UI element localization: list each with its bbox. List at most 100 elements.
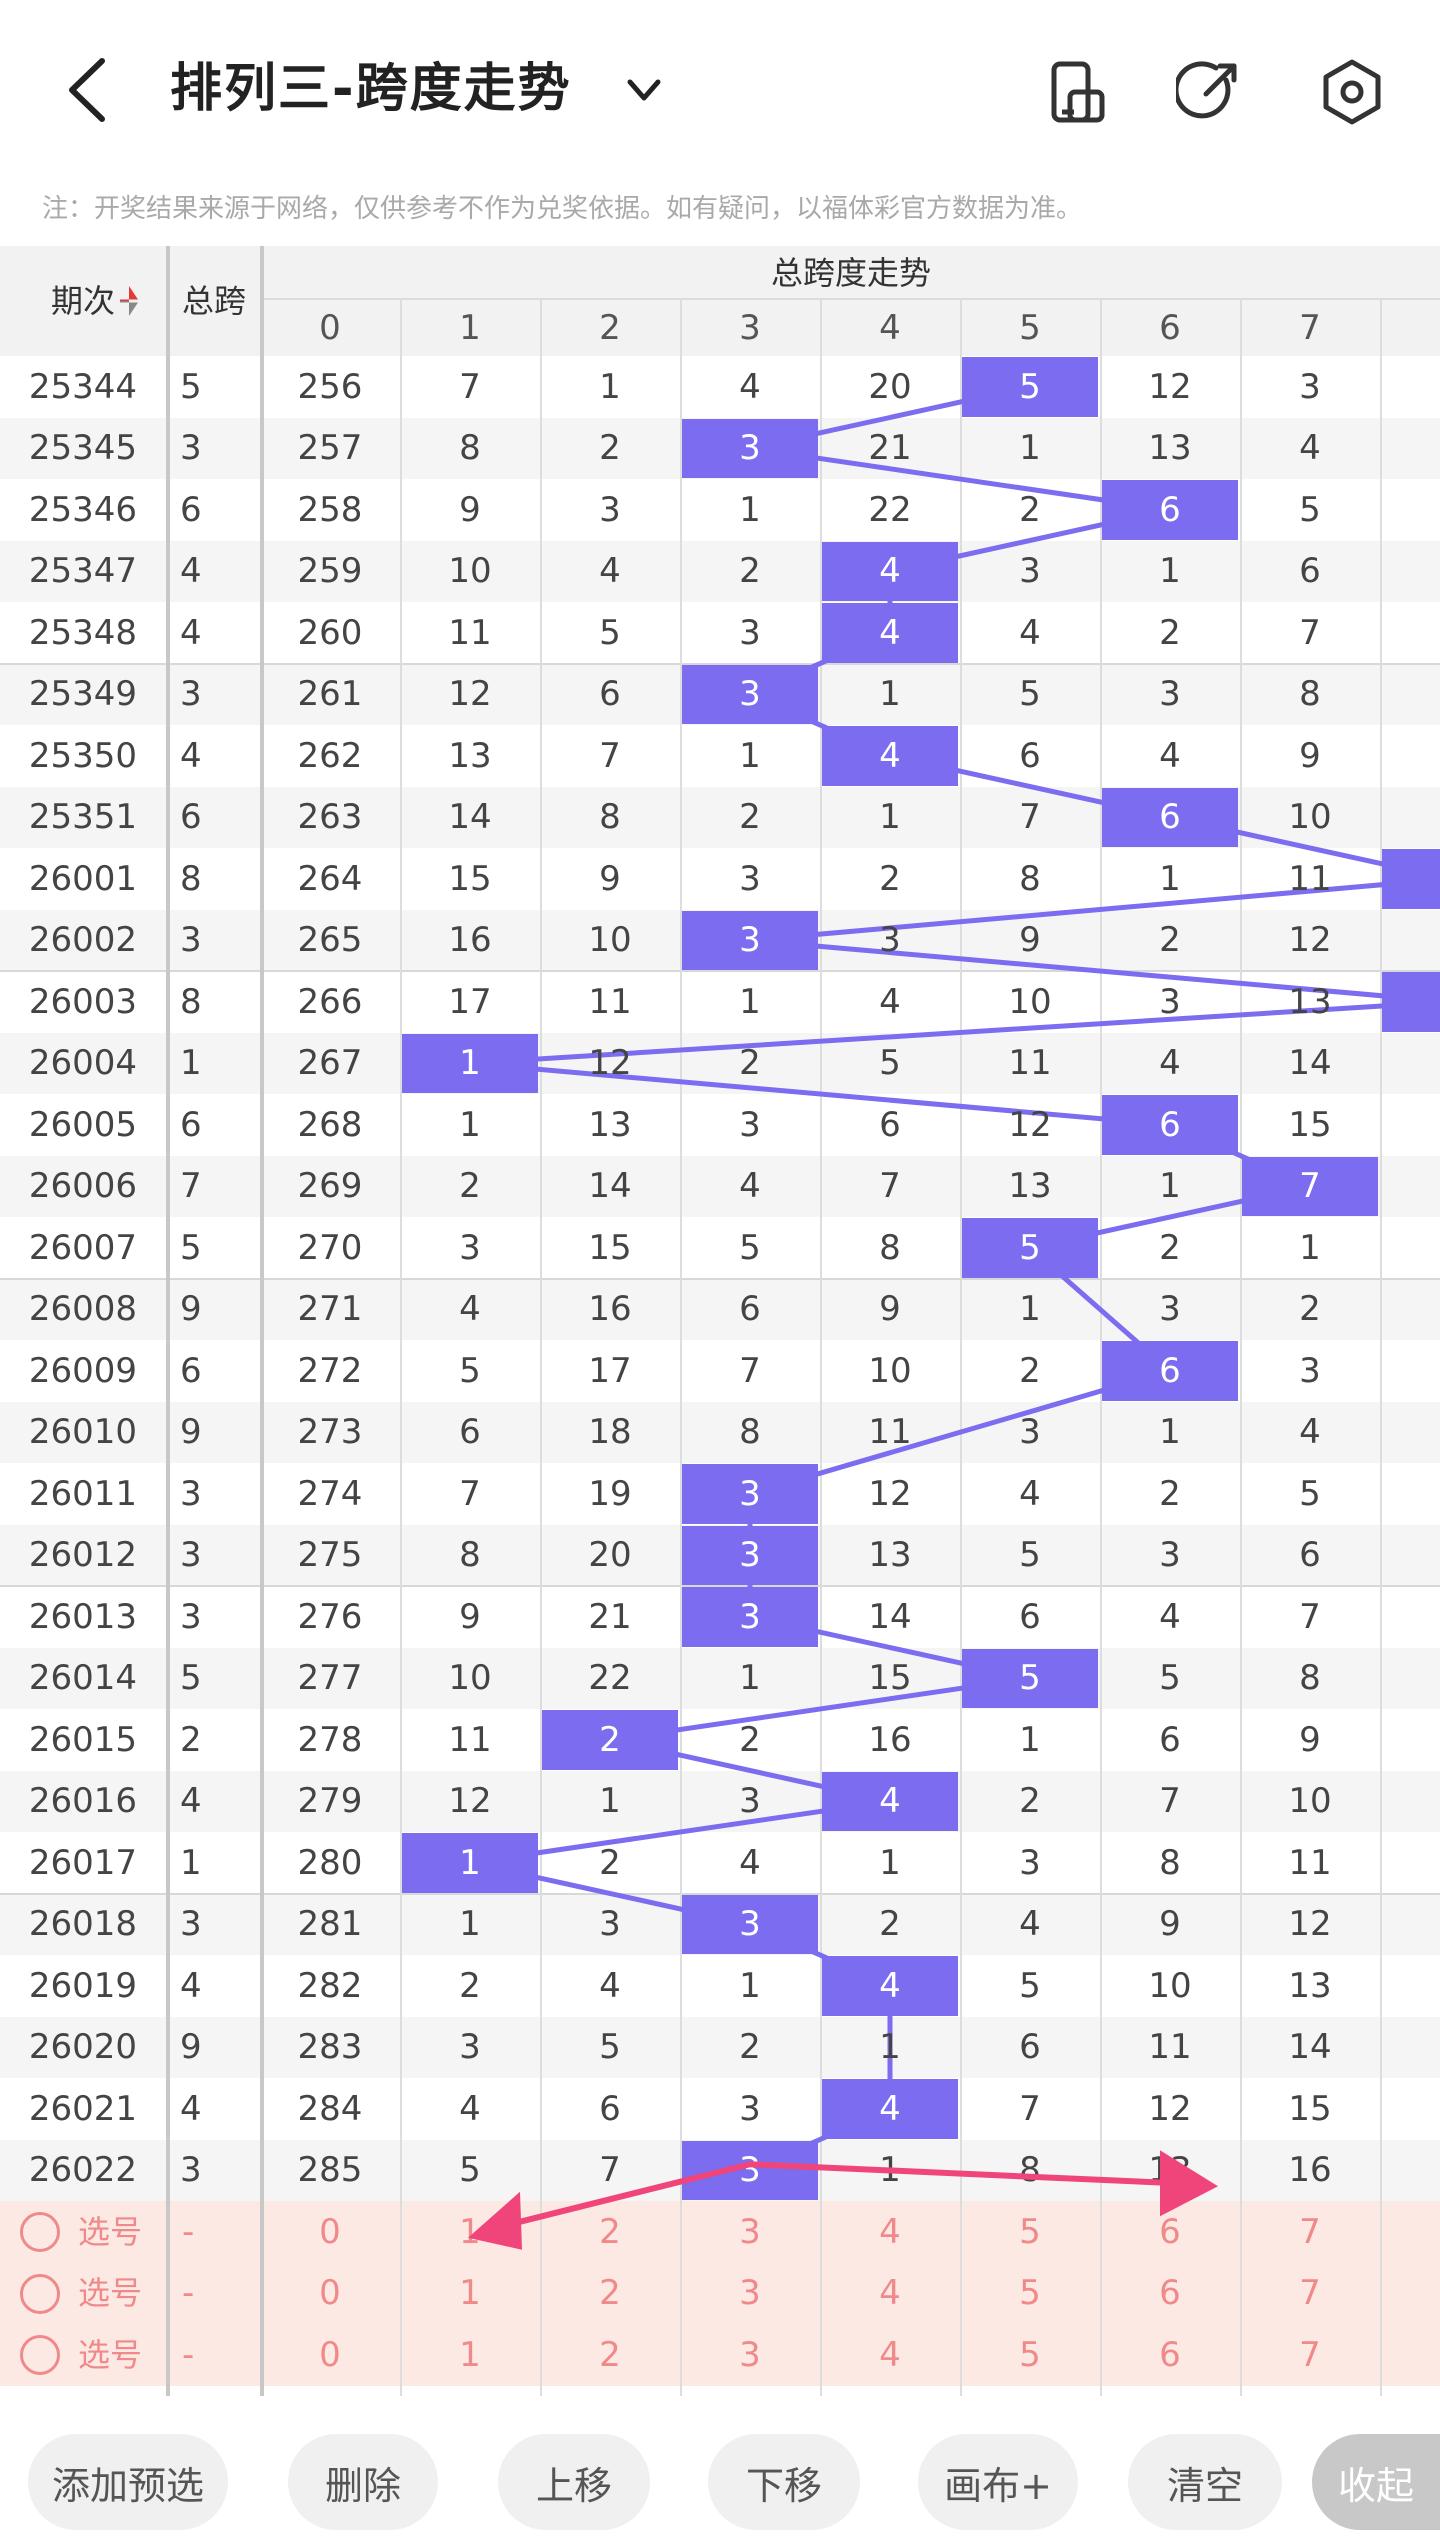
preselect-number[interactable]: 2 (599, 2211, 621, 2252)
span-cell: 2 (599, 1842, 621, 1883)
period-cell[interactable]: 26017 (28, 1842, 138, 1883)
period-cell[interactable]: 26009 (28, 1350, 138, 1391)
preselect-number[interactable]: 6 (1159, 2211, 1181, 2252)
preselect-number[interactable]: 1 (459, 2334, 481, 2375)
period-cell[interactable]: 26011 (28, 1473, 138, 1514)
period-cell[interactable]: 26002 (28, 920, 138, 961)
period-cell[interactable]: 26005 (28, 1104, 138, 1145)
span-cell: 7 (1019, 797, 1041, 838)
preselect-number[interactable]: 4 (879, 2211, 901, 2252)
period-cell[interactable]: 26008 (28, 1289, 138, 1330)
column-divider (1380, 300, 1382, 2396)
span-cell: 5 (1159, 1658, 1181, 1699)
period-cell[interactable]: 26016 (28, 1781, 138, 1822)
period-cell[interactable]: 26013 (28, 1596, 138, 1637)
period-cell[interactable]: 26006 (28, 1166, 138, 1207)
preselect-number[interactable]: 7 (1299, 2334, 1321, 2375)
canvas-plus-button[interactable]: 画布+ (918, 2434, 1078, 2530)
preselect-number[interactable]: 7 (1299, 2211, 1321, 2252)
preselect-number[interactable]: 5 (1019, 2273, 1041, 2314)
move-up-button[interactable]: 上移 (498, 2434, 650, 2530)
span-cell: 282 (297, 1965, 363, 2006)
preselect-number[interactable]: 4 (879, 2273, 901, 2314)
preselect-number[interactable]: 6 (1159, 2273, 1181, 2314)
span-cell: 11 (1148, 2027, 1192, 2068)
preselect-number[interactable]: 3 (739, 2334, 761, 2375)
preselect-radio[interactable] (20, 2273, 60, 2314)
preselect-number[interactable]: 2 (599, 2273, 621, 2314)
preselect-number[interactable]: 4 (879, 2334, 901, 2375)
span-cell: 7 (879, 1166, 901, 1207)
span-cell: 281 (297, 1904, 363, 1945)
span-cell: 14 (588, 1166, 632, 1207)
total-span-cell: 4 (180, 1965, 202, 2006)
preselect-number[interactable]: 6 (1159, 2334, 1181, 2375)
preselect-number[interactable]: 7 (1299, 2273, 1321, 2314)
trend-table: 期次 总跨 总跨度走势 0 1 2 3 4 5 6 7 25344 5 256 7 1 4 20 5 12 3 25345… (0, 246, 1440, 2396)
period-cell[interactable]: 26018 (28, 1904, 138, 1945)
share-icon[interactable] (1176, 58, 1244, 126)
period-cell[interactable]: 25349 (28, 674, 138, 715)
preselect-number[interactable]: 0 (319, 2273, 341, 2314)
period-cell[interactable]: 26019 (28, 1965, 138, 2006)
preselect-number[interactable]: 3 (739, 2273, 761, 2314)
span-cell: 7 (1299, 1596, 1321, 1637)
preselect-radio[interactable] (20, 2212, 60, 2252)
period-cell[interactable]: 26010 (28, 1412, 138, 1453)
period-cell[interactable]: 26012 (28, 1535, 138, 1576)
span-cell: 3 (1159, 1289, 1181, 1330)
move-down-button[interactable]: 下移 (708, 2434, 860, 2530)
preselect-number[interactable]: 0 (319, 2211, 341, 2252)
span-col-header: 6 (1159, 308, 1181, 348)
page-title[interactable]: 排列三-跨度走势 (170, 59, 572, 119)
preselect-label[interactable]: 选号 (77, 2274, 142, 2313)
period-cell[interactable]: 26004 (28, 1043, 138, 1084)
preselect-label[interactable]: 选号 (77, 2212, 142, 2251)
period-cell[interactable]: 26003 (28, 981, 138, 1022)
preselect-number[interactable]: 3 (739, 2211, 761, 2252)
period-cell[interactable]: 26022 (28, 2150, 138, 2191)
settings-icon[interactable] (1318, 58, 1386, 126)
span-cell: 9 (1299, 1719, 1321, 1760)
header: 排列三-跨度走势 (0, 0, 1440, 180)
delete-button[interactable]: 删除 (288, 2434, 438, 2530)
period-cell[interactable]: 26020 (28, 2027, 138, 2068)
span-cell: 268 (297, 1104, 363, 1145)
total-span-cell: 8 (180, 981, 202, 1022)
col-period-header[interactable]: 期次 (50, 282, 115, 320)
add-preselect-button[interactable]: 添加预选 (28, 2434, 228, 2530)
period-cell[interactable]: 26021 (28, 2088, 138, 2129)
preselect-number[interactable]: 1 (459, 2273, 481, 2314)
preselect-number[interactable]: 0 (319, 2334, 341, 2375)
collapse-button[interactable]: 收起 (1312, 2434, 1440, 2530)
preselect-number[interactable]: 5 (1019, 2211, 1041, 2252)
span-cell: 1 (879, 2150, 901, 2191)
period-cell[interactable]: 25344 (28, 366, 138, 407)
period-cell[interactable]: 26001 (28, 858, 138, 899)
total-span-cell: 2 (180, 1719, 202, 1760)
span-cell: 5 (1019, 1965, 1041, 2006)
preselect-number[interactable]: 1 (459, 2211, 481, 2252)
period-cell[interactable]: 25347 (28, 551, 138, 592)
preselect-radio[interactable] (20, 2335, 60, 2375)
chevron-down-icon[interactable] (622, 70, 666, 110)
period-cell[interactable]: 25346 (28, 489, 138, 530)
preselect-number[interactable]: 5 (1019, 2334, 1041, 2375)
back-arrow-icon[interactable] (60, 55, 120, 125)
span-cell: 256 (297, 366, 363, 407)
period-cell[interactable]: 26014 (28, 1658, 138, 1699)
period-cell[interactable]: 26015 (28, 1719, 138, 1760)
preselect-label[interactable]: 选号 (77, 2335, 142, 2374)
period-cell[interactable]: 25345 (28, 428, 138, 469)
period-cell[interactable]: 26007 (28, 1227, 138, 1268)
period-cell[interactable]: 25348 (28, 612, 138, 653)
column-divider (166, 246, 170, 2396)
screen-rotate-icon[interactable] (1044, 58, 1112, 126)
span-cell: 3 (599, 1904, 621, 1945)
clear-button[interactable]: 清空 (1128, 2434, 1282, 2530)
period-cell[interactable]: 25350 (28, 735, 138, 776)
hit-value: 4 (879, 2088, 901, 2129)
period-cell[interactable]: 25351 (28, 797, 138, 838)
hit-value: 3 (739, 428, 761, 469)
preselect-number[interactable]: 2 (599, 2334, 621, 2375)
